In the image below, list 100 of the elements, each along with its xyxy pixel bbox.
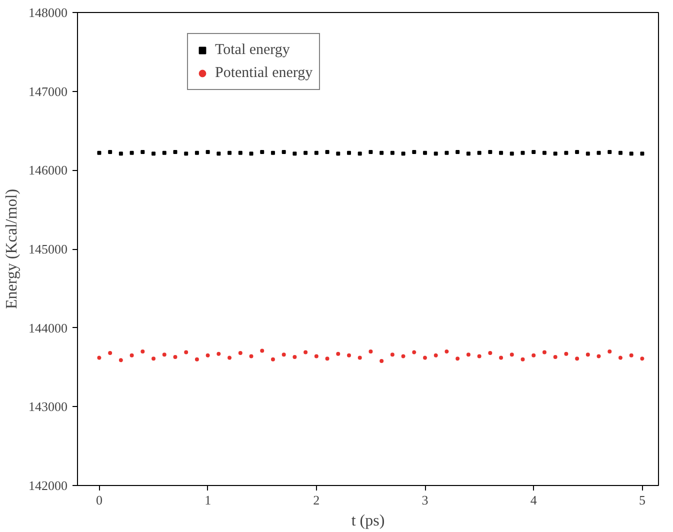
point <box>325 356 330 361</box>
point <box>304 150 308 155</box>
y-tick-label: 145000 <box>28 242 68 256</box>
point <box>194 357 199 362</box>
point <box>640 356 644 361</box>
point <box>456 356 460 361</box>
point <box>270 150 275 155</box>
point <box>260 348 264 353</box>
point <box>466 152 470 156</box>
point <box>368 150 373 154</box>
point <box>228 356 232 360</box>
point <box>390 150 394 155</box>
point <box>206 353 210 358</box>
point <box>173 355 178 359</box>
legend-label: Potential energy <box>215 64 313 82</box>
point <box>618 356 622 360</box>
point <box>130 150 134 155</box>
point <box>542 150 546 155</box>
point <box>108 150 112 154</box>
point <box>553 152 558 156</box>
point <box>488 351 492 356</box>
point <box>260 150 264 154</box>
point <box>249 354 254 358</box>
point <box>97 150 102 155</box>
x-tick-label: 5 <box>638 492 646 508</box>
x-tick-label: 3 <box>422 492 428 508</box>
point <box>401 354 406 358</box>
point <box>336 152 340 156</box>
y-axis-title: Energy (Kcal/mol) <box>4 188 20 310</box>
point <box>140 150 145 154</box>
point <box>238 351 242 356</box>
point <box>412 150 416 154</box>
point <box>108 351 112 356</box>
x-axis-title: t (ps) <box>351 512 385 530</box>
point <box>97 356 102 360</box>
point <box>292 355 297 359</box>
point <box>499 356 504 360</box>
point <box>401 152 406 156</box>
point <box>466 352 470 357</box>
x-tick-label: 2 <box>313 492 320 508</box>
point <box>368 349 373 354</box>
x-tick-label: 1 <box>204 492 212 508</box>
point <box>629 152 634 156</box>
point <box>380 358 384 363</box>
point <box>314 354 318 358</box>
point <box>118 358 123 362</box>
point <box>140 349 145 354</box>
point <box>358 356 362 360</box>
point <box>629 353 634 358</box>
point <box>618 150 622 155</box>
point <box>520 150 525 155</box>
point <box>586 352 590 357</box>
point <box>477 354 482 358</box>
point <box>456 150 460 154</box>
y-tick-label: 142000 <box>28 478 68 493</box>
point <box>390 352 394 357</box>
legend-label: Total energy <box>215 42 290 58</box>
point <box>206 150 210 154</box>
point <box>444 150 449 155</box>
point <box>216 352 221 356</box>
point <box>249 152 254 156</box>
y-tick-label: 146000 <box>28 162 68 178</box>
y-tick-label: 143000 <box>28 399 68 414</box>
point <box>336 352 340 356</box>
point <box>608 349 612 354</box>
point <box>130 353 134 358</box>
point <box>238 150 242 155</box>
point <box>184 350 188 354</box>
point <box>542 350 546 354</box>
point <box>228 150 232 155</box>
point <box>423 356 428 360</box>
point <box>553 355 558 359</box>
point <box>532 353 536 358</box>
point <box>510 352 514 357</box>
point <box>194 150 199 155</box>
point <box>434 353 438 358</box>
y-tick-label: 147000 <box>28 84 68 99</box>
point <box>216 152 221 156</box>
point <box>499 150 504 155</box>
point <box>564 352 568 356</box>
point <box>444 349 449 354</box>
point <box>564 150 568 155</box>
point <box>608 150 612 154</box>
point <box>325 150 330 154</box>
point <box>162 150 166 155</box>
point <box>184 152 188 156</box>
point <box>532 150 536 154</box>
point <box>282 352 286 357</box>
point <box>346 150 351 155</box>
y-tick-label: 144000 <box>28 320 68 336</box>
point <box>575 356 580 361</box>
point <box>173 150 178 154</box>
point <box>152 356 156 361</box>
point <box>520 357 525 362</box>
point <box>596 150 601 155</box>
point <box>586 152 590 156</box>
y-tick-label: 148000 <box>28 5 68 20</box>
point <box>434 152 438 156</box>
x-tick-label: 4 <box>530 492 538 508</box>
point <box>346 353 351 358</box>
